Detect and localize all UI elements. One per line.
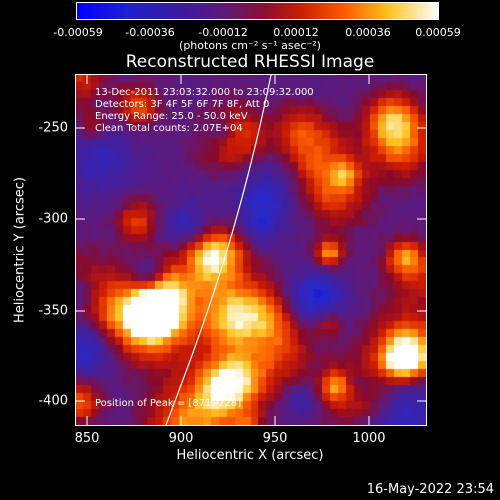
colorbar-tick: -0.00036 bbox=[125, 26, 175, 39]
info-counts: Clean Total counts: 2.07E+04 bbox=[95, 123, 243, 134]
x-tick-label: 900 bbox=[168, 431, 194, 446]
plot-frame bbox=[75, 74, 427, 426]
colorbar-tick: -0.00012 bbox=[198, 26, 248, 39]
colorbar-units: (photons cm⁻² s⁻¹ asec⁻²) bbox=[179, 39, 321, 52]
y-tick-label: -250 bbox=[38, 120, 68, 136]
info-energy: Energy Range: 25.0 - 50.0 keV bbox=[95, 111, 248, 122]
timestamp: 16-May-2022 23:54 bbox=[366, 482, 494, 497]
colorbar-tick: 0.00012 bbox=[273, 26, 319, 39]
solar-limb-arc bbox=[165, 75, 272, 425]
peak-position-label: Position of Peak = [871,-228] bbox=[95, 398, 242, 409]
y-tick-label: -350 bbox=[38, 303, 68, 319]
plot-title: Reconstructed RHESSI Image bbox=[125, 52, 375, 72]
y-tick-label: -400 bbox=[38, 393, 68, 409]
x-tick-label: 850 bbox=[74, 431, 100, 446]
colorbar-tick: -0.00059 bbox=[53, 26, 103, 39]
info-time-range: 13-Dec-2011 23:03:32.000 to 23:09:32.000 bbox=[95, 87, 314, 98]
colorbar-tick: 0.00036 bbox=[345, 26, 391, 39]
y-axis-label: Heliocentric Y (arcsec) bbox=[12, 177, 28, 323]
y-tick-label: -300 bbox=[38, 211, 68, 227]
colorbar-tick: 0.00059 bbox=[415, 26, 461, 39]
colorbar bbox=[76, 2, 439, 20]
x-tick-label: 950 bbox=[262, 431, 288, 446]
x-axis-label: Heliocentric X (arcsec) bbox=[176, 448, 324, 463]
rhessi-image bbox=[76, 75, 426, 425]
x-tick-label: 1000 bbox=[352, 431, 386, 446]
info-detectors: Detectors: 3F 4F 5F 6F 7F 8F, Att 0 bbox=[95, 99, 270, 110]
